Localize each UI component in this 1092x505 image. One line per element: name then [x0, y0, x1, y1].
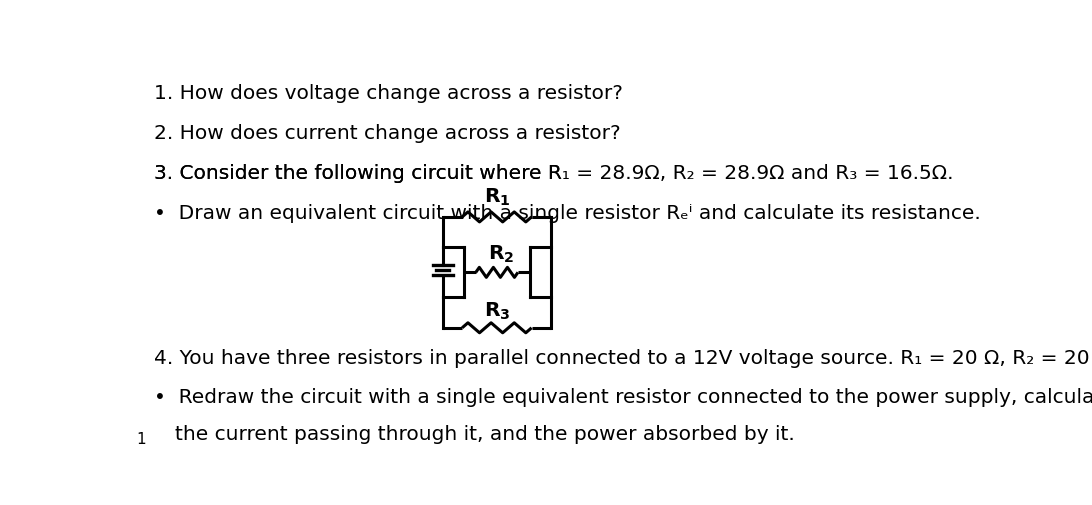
- Text: $\mathbf{R_2}$: $\mathbf{R_2}$: [488, 244, 514, 266]
- Text: 1: 1: [136, 432, 146, 447]
- Text: •  Redraw the circuit with a single equivalent resistor connected to the power s: • Redraw the circuit with a single equiv…: [154, 388, 1092, 407]
- Text: the current passing through it, and the power absorbed by it.: the current passing through it, and the …: [175, 425, 795, 444]
- Text: 2. How does current change across a resistor?: 2. How does current change across a resi…: [154, 124, 620, 143]
- Text: 3. Consider the following circuit where R₁ = 28.9Ω, R₂ = 28.9Ω and R₃ = 16.5Ω.: 3. Consider the following circuit where …: [154, 164, 953, 183]
- Text: 1. How does voltage change across a resistor?: 1. How does voltage change across a resi…: [154, 84, 622, 103]
- Text: $\mathbf{R_3}$: $\mathbf{R_3}$: [484, 301, 510, 322]
- Text: 4. You have three resistors in parallel connected to a 12V voltage source. R₁ = : 4. You have three resistors in parallel …: [154, 349, 1092, 368]
- Text: $\mathbf{R_1}$: $\mathbf{R_1}$: [484, 186, 510, 208]
- Text: •  Draw an equivalent circuit with a single resistor Rₑⁱ and calculate its resis: • Draw an equivalent circuit with a sing…: [154, 204, 981, 223]
- Text: 3. Consider the following circuit where R: 3. Consider the following circuit where …: [154, 164, 561, 183]
